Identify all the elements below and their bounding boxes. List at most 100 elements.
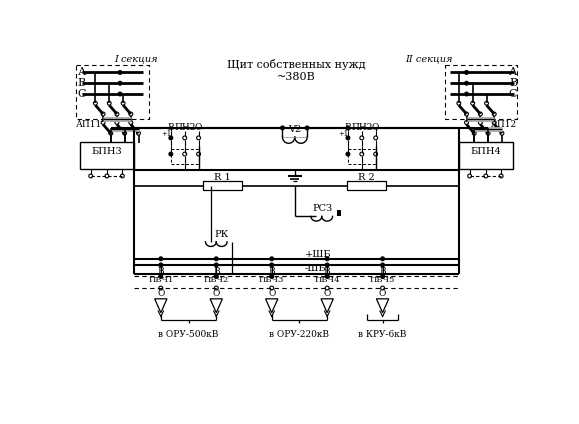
Circle shape (169, 136, 173, 140)
Circle shape (214, 286, 218, 290)
Circle shape (346, 136, 350, 140)
Text: в КРУ-6кВ: в КРУ-6кВ (358, 330, 407, 339)
Circle shape (486, 131, 490, 135)
Text: Щит собственных нужд
~380В: Щит собственных нужд ~380В (227, 59, 366, 82)
Circle shape (499, 174, 503, 178)
Circle shape (197, 152, 200, 156)
Circle shape (360, 152, 364, 156)
Circle shape (115, 120, 119, 124)
Text: -ШБ: -ШБ (305, 264, 327, 273)
Circle shape (380, 263, 384, 267)
Circle shape (183, 136, 186, 140)
Text: АП12: АП12 (491, 120, 518, 129)
Bar (80, 142, 134, 170)
Circle shape (346, 152, 350, 156)
Bar (347, 181, 386, 190)
Circle shape (485, 101, 489, 105)
Circle shape (457, 101, 461, 105)
Circle shape (159, 286, 163, 290)
Circle shape (500, 131, 504, 135)
Circle shape (380, 275, 384, 279)
Circle shape (270, 286, 274, 290)
Circle shape (373, 136, 378, 140)
Circle shape (325, 263, 329, 267)
Text: в ОРУ-500кВ: в ОРУ-500кВ (159, 330, 219, 339)
Circle shape (93, 101, 97, 105)
Text: В: В (78, 78, 86, 88)
Text: В: В (157, 268, 164, 276)
Circle shape (169, 152, 173, 156)
Circle shape (120, 174, 124, 178)
Circle shape (159, 257, 163, 261)
Text: О: О (157, 289, 164, 298)
Circle shape (109, 131, 113, 135)
Bar (459, 142, 513, 170)
Text: В: В (509, 78, 518, 88)
Text: ПБЧ2: ПБЧ2 (204, 276, 229, 285)
Circle shape (159, 263, 163, 267)
Bar (203, 181, 241, 190)
Circle shape (305, 126, 309, 130)
Text: В: В (269, 268, 275, 276)
Circle shape (123, 131, 127, 135)
Circle shape (159, 275, 163, 279)
Circle shape (492, 120, 496, 124)
Circle shape (484, 174, 488, 178)
Text: В: В (324, 268, 331, 276)
Circle shape (197, 136, 200, 140)
Text: в ОРУ-220кВ: в ОРУ-220кВ (269, 330, 329, 339)
Circle shape (281, 126, 284, 130)
Circle shape (270, 263, 274, 267)
Text: V2: V2 (288, 125, 302, 134)
Text: ПН2: ПН2 (351, 123, 372, 132)
Text: В: В (213, 268, 219, 276)
Circle shape (214, 263, 218, 267)
Circle shape (115, 112, 119, 116)
Circle shape (471, 101, 475, 105)
Text: АП11: АП11 (76, 120, 102, 129)
Circle shape (137, 131, 141, 135)
Text: РСЗ: РСЗ (313, 204, 333, 213)
Text: С: С (78, 89, 86, 99)
Text: А: А (78, 67, 86, 78)
Circle shape (325, 275, 329, 279)
Text: +ШБ: +ШБ (305, 251, 331, 259)
Text: ПБЧ4: ПБЧ4 (314, 276, 340, 285)
Circle shape (118, 70, 122, 74)
Text: О: О (195, 123, 202, 132)
Text: А: А (509, 67, 518, 78)
Circle shape (464, 112, 468, 116)
Circle shape (129, 120, 133, 124)
Circle shape (346, 126, 350, 130)
Text: I секция: I секция (114, 54, 157, 63)
Circle shape (464, 81, 468, 85)
Circle shape (214, 275, 218, 279)
Circle shape (468, 174, 471, 178)
Circle shape (478, 120, 482, 124)
Text: О: О (324, 289, 331, 298)
Text: О: О (372, 123, 379, 132)
Text: С: С (509, 89, 518, 99)
Circle shape (118, 92, 122, 96)
Text: R 2: R 2 (358, 173, 375, 182)
Circle shape (360, 136, 364, 140)
Text: ПН2: ПН2 (174, 123, 195, 132)
Circle shape (118, 81, 122, 85)
Circle shape (380, 286, 384, 290)
Text: БПН3: БПН3 (91, 147, 122, 156)
Text: В: В (167, 123, 174, 132)
Text: В: В (345, 123, 351, 132)
Circle shape (214, 257, 218, 261)
Text: О: О (212, 289, 220, 298)
Circle shape (478, 112, 482, 116)
Text: ПБЧ1: ПБЧ1 (148, 276, 174, 285)
Circle shape (270, 275, 274, 279)
Text: ПБЧ5: ПБЧ5 (370, 276, 395, 285)
Circle shape (270, 257, 274, 261)
Text: О: О (379, 289, 386, 298)
Text: О: О (268, 289, 276, 298)
Circle shape (325, 257, 329, 261)
Circle shape (107, 101, 111, 105)
Text: В: В (379, 268, 386, 276)
Text: +1: +1 (161, 130, 171, 138)
